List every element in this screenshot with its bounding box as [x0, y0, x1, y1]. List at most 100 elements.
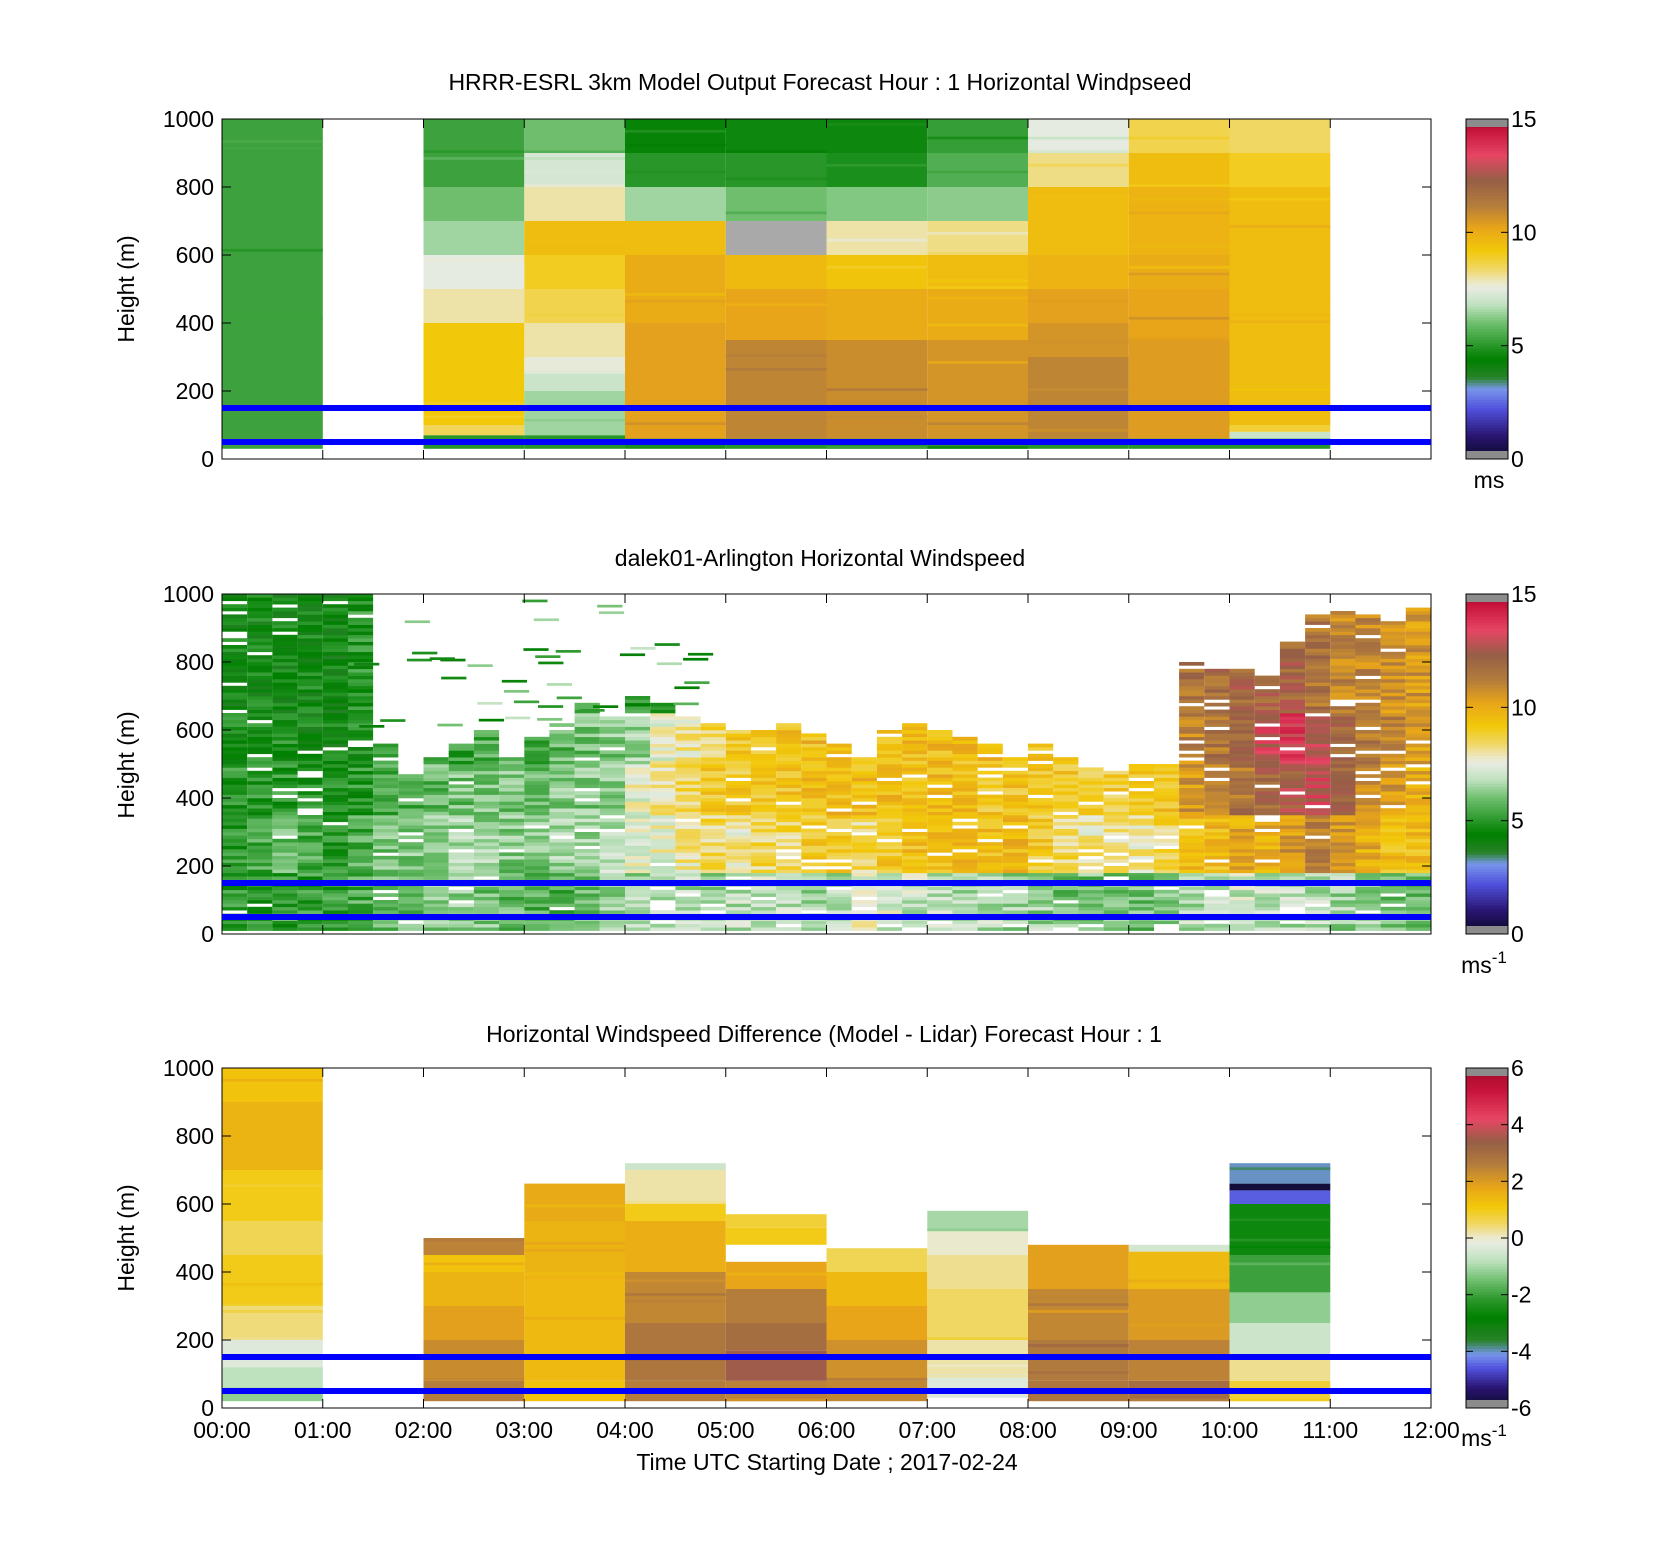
- lidar-cell: [524, 760, 550, 765]
- heatmap-cell: [625, 221, 726, 255]
- lidar-cell: [423, 774, 449, 778]
- lidar-cell: [776, 900, 802, 904]
- lidar-cell: [297, 821, 323, 826]
- lidar-cell: [750, 811, 777, 816]
- lidar-cell: [1204, 675, 1230, 680]
- lidar-cell: [1355, 872, 1381, 877]
- lidar-cell: [473, 828, 500, 833]
- colorbar-segment: [1466, 368, 1508, 372]
- lidar-cell: [599, 818, 625, 823]
- lidar-cell: [1254, 866, 1280, 870]
- lidar-cell: [750, 910, 777, 914]
- lidar-cell: [222, 815, 248, 819]
- heatmap-cell: [725, 289, 827, 340]
- colorbar-segment: [1466, 902, 1508, 906]
- lidar-cell: [347, 767, 374, 772]
- lidar-cell: [1405, 927, 1431, 931]
- lidar-cell: [650, 838, 676, 843]
- heatmap-stripe: [1128, 1279, 1230, 1283]
- lidar-cell: [599, 886, 625, 891]
- lidar-cell: [272, 906, 298, 911]
- lidar-cell: [1179, 692, 1205, 697]
- lidar-cell: [851, 876, 877, 880]
- lidar-cell: [499, 835, 525, 840]
- lidar-cell: [574, 767, 600, 772]
- lidar-cell: [222, 872, 248, 877]
- lidar-cell: [222, 594, 248, 598]
- lidar-cell: [1153, 821, 1180, 826]
- lidar-cell: [448, 815, 474, 819]
- lidar-cell: [499, 855, 525, 860]
- lidar-cell: [222, 685, 248, 690]
- lidar-cell: [1279, 832, 1306, 836]
- colorbar-segment: [1466, 823, 1508, 827]
- lidar-cell: [347, 828, 374, 833]
- lidar-cell: [977, 832, 1003, 836]
- panel-3-unit-base: ms: [1461, 1425, 1492, 1451]
- lidar-cell: [1305, 750, 1331, 755]
- lidar-cell: [650, 859, 676, 863]
- lidar-cell: [1405, 672, 1431, 676]
- lidar-cell: [826, 852, 852, 857]
- lidar-cell: [826, 920, 852, 925]
- lidar-cell: [1179, 730, 1205, 734]
- lidar-cell: [1204, 821, 1230, 826]
- lidar-cell: [297, 866, 323, 870]
- lidar-cell: [725, 920, 751, 925]
- lidar-cell: [1254, 889, 1280, 894]
- lidar-cell: [826, 777, 852, 782]
- lidar-cell: [549, 900, 575, 904]
- x-tick-label: 07:00: [898, 1417, 956, 1443]
- lidar-cell: [322, 784, 348, 789]
- lidar-cell: [499, 886, 525, 891]
- lidar-cell: [297, 675, 323, 680]
- lidar-cell: [902, 855, 928, 860]
- colorbar-segment: [1466, 605, 1508, 609]
- lidar-cell: [347, 736, 374, 741]
- lidar-cell: [625, 733, 651, 738]
- lidar-cell: [322, 804, 348, 809]
- lidar-cell: [322, 791, 348, 795]
- lidar-cell: [826, 774, 852, 778]
- heatmap-cell: [423, 1340, 525, 1381]
- colorbar-segment: [1466, 664, 1508, 668]
- lidar-cell: [1355, 689, 1381, 693]
- lidar-cell: [851, 774, 877, 778]
- lidar-cell: [1380, 655, 1406, 659]
- colorbar-segment: [1466, 388, 1508, 392]
- lidar-sparse-cell: [537, 718, 563, 721]
- lidar-cell: [952, 835, 978, 840]
- lidar-cell: [1204, 849, 1230, 853]
- lidar-cell: [977, 825, 1003, 829]
- lidar-cell: [826, 838, 852, 843]
- lidar-sparse-cell: [556, 696, 582, 700]
- lidar-cell: [1053, 859, 1079, 863]
- lidar-cell: [1053, 910, 1079, 914]
- lidar-cell: [675, 900, 701, 904]
- lidar-cell: [398, 906, 424, 911]
- lidar-cell: [272, 689, 298, 693]
- lidar-cell: [650, 923, 676, 928]
- lidar-cell: [247, 889, 273, 894]
- lidar-cell: [247, 832, 273, 836]
- lidar-cell: [977, 770, 1003, 775]
- lidar-cell: [927, 842, 953, 846]
- lidar-cell: [247, 821, 273, 826]
- lidar-cell: [1153, 774, 1180, 778]
- lidar-cell: [700, 811, 726, 816]
- heatmap-stripe: [423, 259, 525, 262]
- lidar-cell: [347, 849, 374, 853]
- lidar-cell: [1330, 784, 1356, 789]
- lidar-cell: [1279, 651, 1306, 656]
- lidar-cell: [247, 634, 273, 639]
- colorbar-segment: [1466, 1150, 1508, 1154]
- lidar-cell: [347, 787, 374, 792]
- lidar-cell: [776, 927, 802, 931]
- lidar-cell: [1204, 801, 1230, 806]
- lidar-cell: [599, 787, 625, 792]
- lidar-cell: [650, 716, 676, 721]
- lidar-cell: [1279, 692, 1306, 697]
- lidar-cell: [927, 906, 953, 911]
- lidar-cell: [247, 757, 273, 761]
- lidar-cell: [448, 791, 474, 795]
